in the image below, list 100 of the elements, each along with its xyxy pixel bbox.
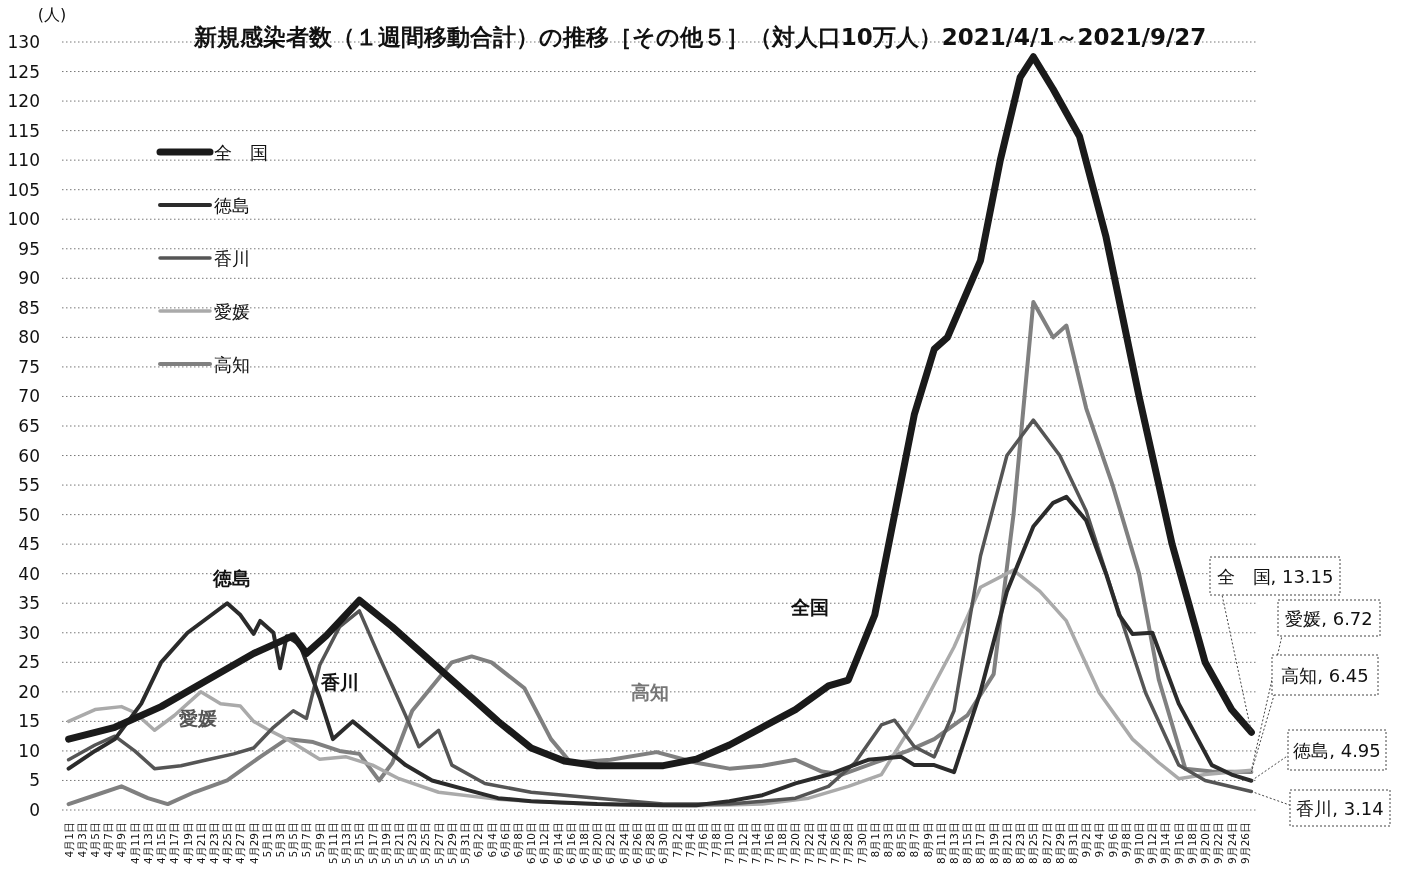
y-tick-label: 110 — [7, 150, 40, 171]
x-tick-label: 5月17日 — [366, 822, 379, 865]
x-tick-label: 9月26日 — [1238, 822, 1251, 865]
y-tick-label: 85 — [18, 297, 40, 318]
x-tick-label: 6月6日 — [498, 822, 511, 858]
x-tick-label: 7月14日 — [749, 822, 762, 865]
annotation: 徳島 — [212, 567, 251, 589]
x-tick-label: 5月15日 — [353, 822, 366, 865]
x-tick-label: 8月19日 — [987, 822, 1000, 865]
x-tick-label: 9月24日 — [1225, 822, 1238, 865]
y-tick-label: 45 — [18, 534, 40, 555]
x-tick-label: 5月7日 — [300, 822, 313, 858]
x-tick-label: 6月18日 — [578, 822, 591, 865]
x-tick-label: 8月23日 — [1014, 822, 1027, 865]
y-tick-label: 55 — [18, 475, 40, 496]
x-tick-label: 5月21日 — [392, 822, 405, 865]
x-tick-label: 8月1日 — [868, 822, 881, 858]
x-tick-label: 5月5日 — [287, 822, 300, 858]
y-tick-label: 115 — [7, 120, 40, 141]
x-tick-label: 5月23日 — [406, 822, 419, 865]
x-tick-label: 7月28日 — [842, 822, 855, 865]
x-tick-label: 9月12日 — [1146, 822, 1159, 865]
x-tick-label: 8月7日 — [908, 822, 921, 858]
y-tick-label: 130 — [7, 32, 40, 52]
x-tick-label: 9月18日 — [1185, 822, 1198, 865]
y-tick-label: 80 — [18, 327, 40, 348]
annotation: 全 国, 13.15 — [1216, 566, 1334, 587]
x-tick-label: 9月22日 — [1212, 822, 1225, 865]
x-tick-label: 9月8日 — [1119, 822, 1132, 858]
x-tick-label: 7月12日 — [736, 822, 749, 865]
y-tick-label: 40 — [18, 563, 40, 584]
x-tick-label: 7月6日 — [696, 822, 709, 858]
x-tick-label: 6月16日 — [564, 822, 577, 865]
y-axis-title: (人) — [37, 5, 67, 24]
x-tick-label: 6月22日 — [604, 822, 617, 865]
x-tick-label: 9月4日 — [1093, 822, 1106, 858]
x-tick-label: 7月8日 — [710, 822, 723, 858]
x-tick-label: 7月22日 — [802, 822, 815, 865]
x-tick-label: 8月27日 — [1040, 822, 1053, 865]
y-tick-label: 15 — [18, 711, 40, 732]
y-tick-label: 50 — [18, 504, 40, 525]
y-tick-label: 105 — [7, 179, 40, 200]
y-tick-label: 90 — [18, 268, 40, 289]
annotation: 高知, 6.45 — [1281, 665, 1369, 686]
annotation: 香川 — [320, 671, 359, 693]
x-tick-label: 7月30日 — [855, 822, 868, 865]
x-tick-label: 9月20日 — [1199, 822, 1212, 865]
x-tick-label: 5月1日 — [260, 822, 273, 858]
y-tick-label: 125 — [7, 61, 40, 82]
x-tick-label: 9月16日 — [1172, 822, 1185, 865]
x-tick-label: 8月21日 — [1000, 822, 1013, 865]
x-tick-label: 5月3日 — [274, 822, 287, 858]
x-tick-label: 8月25日 — [1027, 822, 1040, 865]
x-tick-label: 6月8日 — [511, 822, 524, 858]
x-tick-label: 4月23日 — [207, 822, 220, 865]
x-tick-label: 6月28日 — [644, 822, 657, 865]
x-tick-label: 7月24日 — [815, 822, 828, 865]
y-tick-label: 35 — [18, 593, 40, 614]
x-tick-label: 4月3日 — [75, 822, 88, 858]
x-tick-label: 8月17日 — [974, 822, 987, 865]
legend-label: 高知 — [214, 354, 250, 375]
x-tick-label: 5月29日 — [445, 822, 458, 865]
x-tick-label: 5月25日 — [419, 822, 432, 865]
x-tick-label: 7月18日 — [776, 822, 789, 865]
x-tick-label: 6月4日 — [485, 822, 498, 858]
legend-label: 愛媛 — [214, 301, 250, 322]
annotation: 高知 — [631, 681, 669, 703]
y-tick-label: 25 — [18, 652, 40, 673]
y-tick-label: 20 — [18, 681, 40, 702]
legend-label: 全 国 — [214, 142, 268, 163]
x-tick-label: 8月5日 — [895, 822, 908, 858]
x-tick-label: 8月3日 — [881, 822, 894, 858]
x-tick-label: 4月25日 — [221, 822, 234, 865]
x-tick-label: 8月15日 — [961, 822, 974, 865]
chart-title: 新規感染者数（１週間移動合計）の推移［その他５］（対人口10万人）2021/4/1～2021/9/27 — [192, 24, 1207, 50]
y-tick-label: 95 — [18, 238, 40, 259]
x-tick-label: 5月13日 — [340, 822, 353, 865]
x-tick-label: 7月26日 — [829, 822, 842, 865]
x-tick-label: 6月10日 — [525, 822, 538, 865]
x-tick-label: 4月27日 — [234, 822, 247, 865]
x-tick-label: 7月2日 — [670, 822, 683, 858]
x-tick-label: 7月20日 — [789, 822, 802, 865]
x-tick-label: 4月21日 — [194, 822, 207, 865]
annotation: 全国 — [790, 596, 829, 618]
x-tick-label: 5月19日 — [379, 822, 392, 865]
x-tick-label: 4月13日 — [141, 822, 154, 865]
x-tick-label: 8月31日 — [1066, 822, 1079, 865]
x-tick-label: 9月2日 — [1080, 822, 1093, 858]
x-tick-label: 6月14日 — [551, 822, 564, 865]
x-tick-label: 5月11日 — [326, 822, 339, 865]
x-tick-label: 4月15日 — [155, 822, 168, 865]
y-tick-label: 0 — [29, 800, 40, 820]
x-tick-label: 6月24日 — [617, 822, 630, 865]
x-tick-label: 6月12日 — [538, 822, 551, 865]
x-tick-label: 9月10日 — [1133, 822, 1146, 865]
x-tick-label: 5月27日 — [432, 822, 445, 865]
y-tick-label: 60 — [18, 445, 40, 466]
annotation: 徳島, 4.95 — [1293, 740, 1381, 761]
x-tick-label: 6月2日 — [472, 822, 485, 858]
x-tick-label: 6月30日 — [657, 822, 670, 865]
